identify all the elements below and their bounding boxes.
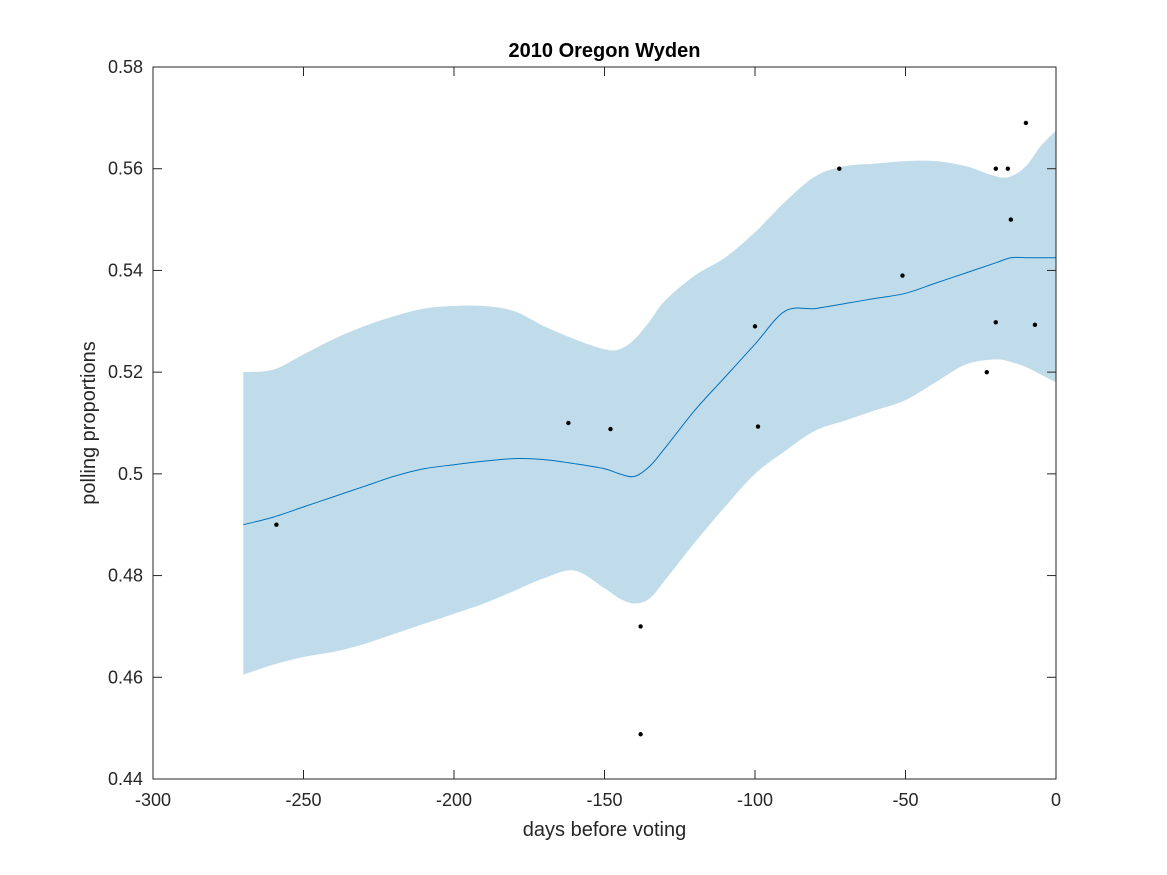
confidence-band [243, 130, 1057, 675]
data-point [638, 624, 643, 629]
series-line-layer [243, 256, 1056, 526]
data-point [608, 426, 613, 432]
y-tick-label: 0.46 [108, 667, 143, 687]
data-point [752, 324, 758, 329]
data-point [1023, 120, 1029, 126]
data-point [984, 369, 989, 375]
y-tick-label: 0.52 [108, 362, 143, 382]
ticks-layer [152, 66, 1057, 780]
y-tick-label: 0.48 [108, 566, 143, 586]
data-point [993, 166, 998, 171]
series-line-0 [243, 256, 1056, 526]
data-point [1032, 322, 1038, 328]
x-tick-label: 0 [1051, 790, 1061, 810]
tick-labels-layer: -300 -250 -200 -150 -100 -50 0 0.44 0.46 0.48 0.5 0… [108, 57, 1061, 810]
x-tick-label: -200 [436, 790, 472, 810]
data-point [837, 166, 842, 171]
data-point [274, 522, 279, 527]
y-tick-label: 0.56 [108, 159, 143, 179]
x-tick-label: -50 [892, 790, 918, 810]
data-points-layer [274, 120, 1038, 737]
x-tick-label: -300 [135, 790, 171, 810]
y-tick-label: 0.5 [118, 464, 143, 484]
y-tick-label: 0.54 [108, 260, 143, 280]
data-point [993, 320, 998, 325]
y-tick-label: 0.58 [108, 57, 143, 77]
plot-area [152, 66, 1057, 780]
x-tick-label: -100 [737, 790, 773, 810]
data-point [900, 273, 905, 278]
data-point [1005, 166, 1011, 171]
data-point [1008, 217, 1014, 222]
x-axis-label: days before voting [523, 819, 686, 841]
y-axis-label: polling proportions [78, 341, 100, 504]
confidence-band-layer [243, 130, 1057, 675]
data-point [566, 420, 571, 426]
data-point [755, 424, 761, 429]
x-tick-label: -150 [586, 790, 622, 810]
data-point [638, 732, 643, 737]
chart-title: 2010 Oregon Wyden [509, 40, 701, 62]
x-tick-label: -250 [285, 790, 321, 810]
y-tick-label: 0.44 [108, 769, 143, 789]
